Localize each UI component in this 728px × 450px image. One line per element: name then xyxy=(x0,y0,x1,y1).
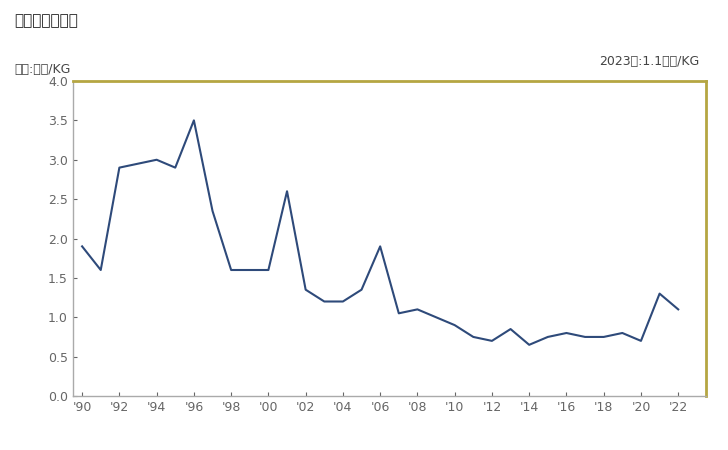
Text: 単位:万円/KG: 単位:万円/KG xyxy=(15,63,71,76)
Text: 2023年:1.1万円/KG: 2023年:1.1万円/KG xyxy=(600,55,700,68)
Text: 輸入価格の推移: 輸入価格の推移 xyxy=(15,14,79,28)
